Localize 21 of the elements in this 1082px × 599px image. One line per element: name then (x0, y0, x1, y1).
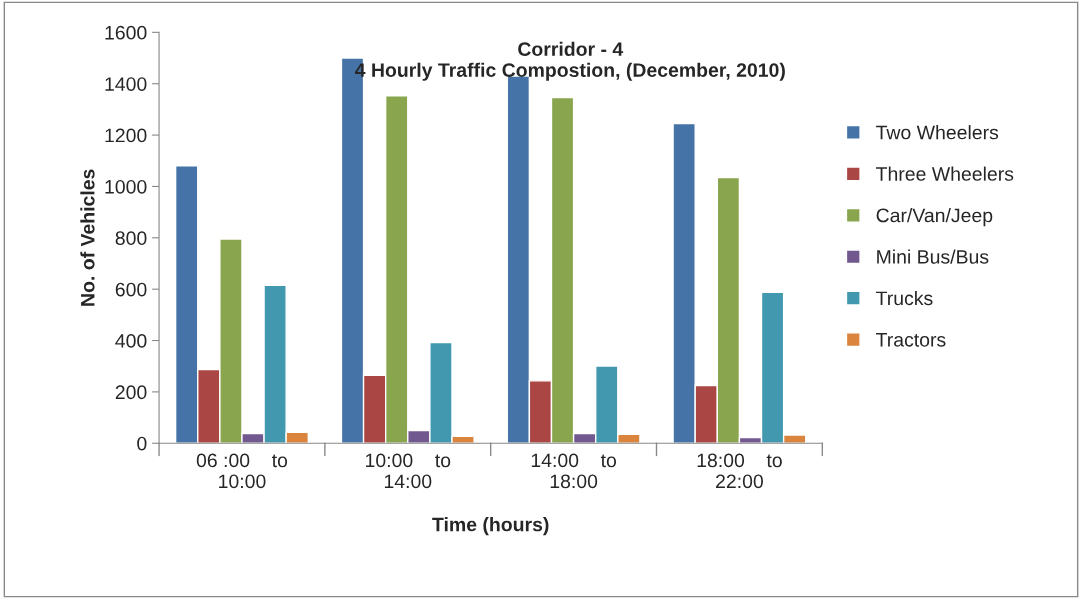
x-tick-label: 10:00 to 14:00 (366, 453, 451, 489)
y-tick-label: 1200 (105, 128, 147, 143)
y-tick-label: 0 (137, 436, 147, 451)
legend-label: Trucks (876, 290, 933, 306)
legend-label: Three Wheelers (876, 166, 1014, 181)
x-tick-label: 18:00 to 22:00 (697, 453, 782, 489)
x-tick-label: 14:00 to 18:00 (531, 453, 617, 489)
legend-label: Two Wheelers (876, 125, 999, 140)
y-tick-label: 200 (115, 385, 147, 400)
y-tick-label: 400 (115, 334, 147, 348)
y-tick-label: 1000 (105, 179, 147, 194)
y-tick-label: 1600 (105, 25, 147, 40)
x-tick-label: 06 :00 to 10:00 (196, 453, 288, 489)
legend-label: Mini Bus/Bus (877, 249, 989, 264)
x-axis-title: Time (hours) (432, 517, 549, 536)
y-axis-title: No. of Vehicles (80, 169, 95, 306)
y-tick-label: 1400 (105, 77, 147, 91)
legend-label: Tractors (876, 333, 946, 347)
y-tick-label: 600 (115, 282, 147, 297)
legend-label: Car/Van/Jeep (876, 208, 993, 227)
y-tick-label: 800 (115, 231, 147, 246)
